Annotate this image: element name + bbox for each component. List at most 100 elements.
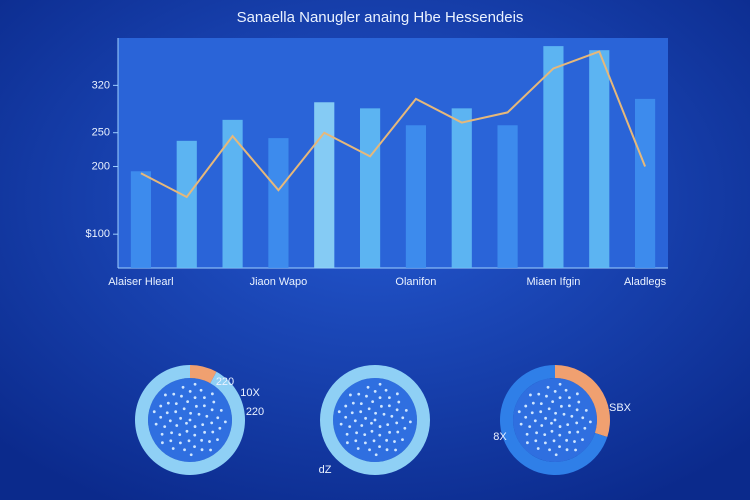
dot <box>349 393 352 397</box>
dot <box>165 411 169 415</box>
dot <box>533 419 537 423</box>
dot <box>181 385 185 389</box>
dot <box>584 409 588 412</box>
dot <box>202 404 206 408</box>
dot <box>539 402 543 405</box>
dot <box>170 431 173 435</box>
dot <box>564 388 568 392</box>
dot <box>550 421 553 425</box>
dot <box>395 408 399 412</box>
dot <box>359 410 363 414</box>
chart-title: Sanaella Nanugler anaing Hbe Hessendeis <box>237 9 524 26</box>
dot <box>395 421 399 425</box>
dot <box>339 422 343 426</box>
dot <box>558 425 562 428</box>
dot <box>223 420 227 424</box>
dot <box>524 404 528 408</box>
dot <box>345 432 349 436</box>
dot <box>193 425 197 428</box>
dot <box>171 447 175 450</box>
bar <box>222 119 243 269</box>
dot <box>174 410 178 414</box>
dot <box>188 418 192 422</box>
dot <box>195 404 198 408</box>
dot <box>193 433 197 437</box>
dot <box>378 445 381 449</box>
dot <box>531 401 535 405</box>
dot <box>394 448 397 452</box>
dot <box>558 445 561 449</box>
dot <box>519 422 523 426</box>
dot <box>367 407 371 411</box>
dot <box>210 421 214 425</box>
dot <box>581 416 585 420</box>
pie-label: 220 <box>246 406 264 418</box>
dot <box>208 440 211 443</box>
dot <box>185 429 189 433</box>
dot <box>364 416 367 420</box>
dot <box>360 424 364 427</box>
x-tick-label: Aladlegs <box>624 276 667 288</box>
dot <box>371 400 375 404</box>
dot <box>390 414 394 418</box>
dot <box>558 396 562 400</box>
bar <box>360 108 381 269</box>
x-tick-label: Miaen Ifgin <box>527 276 581 288</box>
dot <box>568 430 572 434</box>
bar <box>314 102 335 268</box>
dot <box>363 441 367 445</box>
dot <box>203 430 207 434</box>
dot <box>396 430 400 434</box>
dot <box>182 407 186 411</box>
bar <box>176 140 197 268</box>
dot <box>212 400 216 404</box>
dot <box>168 419 172 423</box>
dot <box>550 429 554 433</box>
y-tick-label: 200 <box>92 160 110 172</box>
dot <box>539 410 543 414</box>
dot <box>581 438 584 442</box>
dot <box>530 411 534 415</box>
dot <box>169 439 173 443</box>
dot <box>193 445 196 449</box>
dot <box>200 448 204 452</box>
dot <box>588 420 592 424</box>
pie-label: SBX <box>609 402 632 414</box>
dot <box>583 426 587 430</box>
bar <box>589 50 610 269</box>
dot <box>353 419 357 423</box>
dot <box>159 404 163 408</box>
dot <box>344 415 348 419</box>
dot <box>174 402 178 405</box>
dot <box>363 433 367 437</box>
dot <box>172 392 176 396</box>
dot <box>397 400 401 404</box>
dot <box>552 439 556 443</box>
dot <box>575 408 579 412</box>
dot <box>160 432 164 436</box>
dot <box>560 404 563 408</box>
dot <box>366 385 370 389</box>
y-tick-label: 250 <box>92 127 110 139</box>
dot <box>545 394 548 398</box>
dot <box>203 396 206 400</box>
dot <box>193 382 197 386</box>
dot <box>211 430 215 434</box>
dot <box>373 418 377 422</box>
dot <box>370 421 373 425</box>
dot <box>565 448 569 452</box>
dot <box>574 448 577 452</box>
dot <box>558 433 562 437</box>
dot <box>164 393 167 397</box>
dot <box>525 432 529 436</box>
dot <box>209 448 212 452</box>
dot <box>365 394 368 398</box>
x-tick-label: Alaiser Hlearl <box>108 276 173 288</box>
dot <box>199 388 203 392</box>
dot <box>544 416 547 420</box>
dot <box>201 423 205 427</box>
pie-slice <box>555 365 610 437</box>
dot <box>543 433 547 437</box>
dot <box>175 424 179 427</box>
bar <box>405 125 426 268</box>
